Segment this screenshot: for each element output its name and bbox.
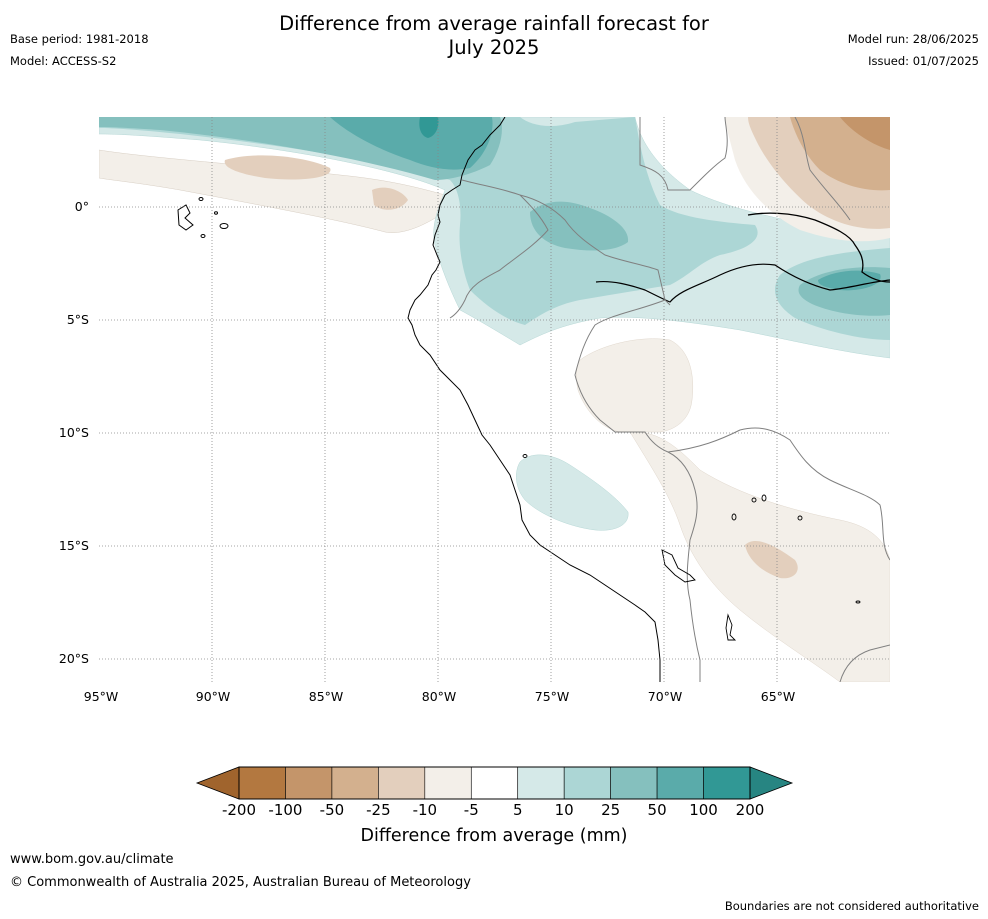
colorbar-tick-label: -50: [319, 801, 345, 819]
colorbar-tick-label: 25: [601, 801, 621, 819]
colorbar-title: Difference from average (mm): [360, 826, 628, 846]
colorbar-tick-label: 50: [647, 801, 667, 819]
lon-label-85w: 85°W: [308, 689, 344, 704]
anomaly-north-wet-100: [419, 117, 439, 138]
colorbar: [195, 766, 794, 800]
lon-label-75w: 75°W: [534, 689, 570, 704]
amazon-river: [595, 263, 890, 303]
anomaly-south-dry-10: [745, 540, 798, 579]
colorbar-tick-label: -25: [366, 801, 391, 819]
colorbar-tick-label: -5: [463, 801, 479, 819]
colorbar-box: [424, 766, 472, 800]
colorbar-tick-label: 5: [512, 801, 523, 819]
anomaly-south-pacific-wet: [516, 454, 629, 531]
graticule: [99, 117, 890, 682]
anomaly-amazon-wet-50: [818, 270, 881, 291]
galapagos-islands: [177, 197, 229, 238]
anomaly-north-wet-50: [330, 117, 493, 170]
header-meta-left: Base period: 1981-2018 Model: ACCESS-S2: [10, 28, 149, 72]
lat-label-15s: 15°S: [58, 538, 89, 553]
colorbar-box: [331, 766, 379, 800]
colorbar-box: [238, 766, 286, 800]
caribbean-coast: [747, 212, 890, 283]
colorbar-tick-label: 100: [689, 801, 718, 819]
anomaly-north-wet-10: [99, 117, 758, 325]
map-area: [99, 117, 890, 682]
colorbar-box: [517, 766, 565, 800]
colorbar-box: [470, 766, 519, 800]
title-line-2: July 2025: [448, 36, 540, 59]
anomaly-ne-dry-50: [840, 117, 890, 150]
colorbar-tick-label: -100: [268, 801, 303, 819]
lat-label-20s: 20°S: [58, 651, 89, 666]
page-title: Difference from average rainfall forecas…: [0, 12, 988, 60]
colorbar-box: [610, 766, 658, 800]
colorbar-box: [378, 766, 426, 800]
lon-label-95w: 95°W: [83, 689, 119, 704]
lon-label-70w: 70°W: [647, 689, 683, 704]
model-run-text: Model run: 28/06/2025: [847, 32, 979, 46]
colorbar-box: [703, 766, 751, 800]
footer-copyright: © Commonwealth of Australia 2025, Austra…: [10, 875, 471, 890]
lat-label-10s: 10°S: [58, 425, 89, 440]
lakes: [522, 454, 861, 641]
colorbar-extend-low: [195, 766, 240, 800]
base-period-text: Base period: 1981-2018: [10, 32, 149, 46]
issued-text: Issued: 01/07/2025: [868, 54, 979, 68]
anomaly-pacific-dry-core-2: [372, 187, 408, 210]
header-meta-right: Model run: 28/06/2025 Issued: 01/07/2025: [848, 28, 979, 72]
colorbar-tick-label: 200: [735, 801, 765, 819]
title-line-1: Difference from average rainfall forecas…: [279, 12, 709, 35]
footer-url: www.bom.gov.au/climate: [10, 852, 174, 867]
colorbar-tick-label: -10: [412, 801, 438, 819]
lon-label-90w: 90°W: [195, 689, 231, 704]
anomaly-pacific-dry-core: [224, 155, 331, 180]
colorbar-tick-label: 10: [554, 801, 574, 819]
colorbar-box: [563, 766, 611, 800]
colorbar-outline: [238, 766, 751, 800]
coastline: [407, 117, 661, 682]
colorbar-box: [285, 766, 333, 800]
footer-note: Boundaries are not considered authoritat…: [724, 899, 979, 913]
lon-label-80w: 80°W: [421, 689, 457, 704]
lat-label-0: 0°: [74, 199, 89, 214]
lat-label-5s: 5°S: [66, 312, 89, 327]
colorbar-tick-label: -200: [221, 801, 257, 819]
model-text: Model: ACCESS-S2: [10, 54, 117, 68]
lon-label-65w: 65°W: [760, 689, 796, 704]
anomaly-north-wet-25b: [530, 201, 629, 251]
colorbar-box: [656, 766, 704, 800]
colorbar-extend-high: [749, 766, 794, 800]
